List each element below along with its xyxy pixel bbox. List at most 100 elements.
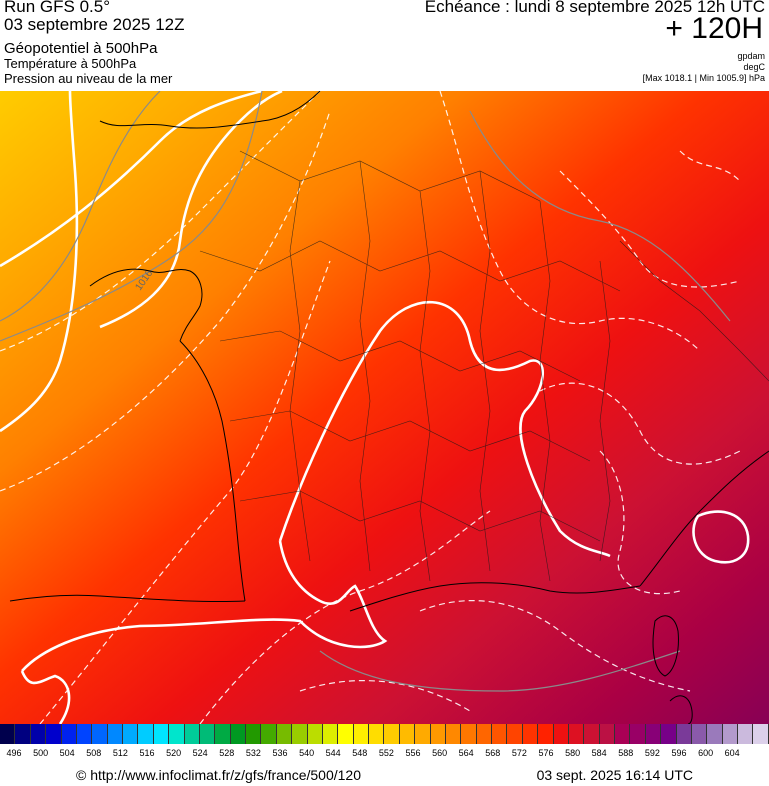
coastlines	[9, 91, 769, 724]
colorbar-cell	[30, 724, 47, 744]
colorbar-cell	[322, 724, 339, 744]
colorbar-cell	[399, 724, 416, 744]
colorbar-cell	[123, 724, 139, 744]
geopotential-contour	[692, 510, 750, 564]
colorbar-cell	[538, 724, 554, 744]
isotherm	[539, 382, 741, 465]
colorbar-cell	[215, 724, 231, 744]
isotherm	[679, 150, 741, 182]
colorbar-label: 596	[671, 748, 687, 758]
colorbar-cell	[738, 724, 754, 744]
atlantic-coast	[179, 340, 246, 602]
lead-time: + 120H	[665, 12, 763, 45]
colorbar-cell	[384, 724, 400, 744]
isobars	[0, 91, 731, 692]
colorbar-cell	[153, 724, 170, 744]
colorbar-label: 600	[698, 748, 714, 758]
colorbar-label: 540	[299, 748, 315, 758]
pressure-range: [Max 1018.1 | Min 1005.9] hPa	[642, 73, 765, 83]
colorbar-cell	[307, 724, 323, 744]
colorbar-label: 508	[86, 748, 102, 758]
colorbar-label: 584	[591, 748, 607, 758]
colorbar-cell	[707, 724, 723, 744]
colorbar-cell	[369, 724, 385, 744]
colorbar-cell	[445, 724, 462, 744]
colorbar-label: 516	[139, 748, 155, 758]
colorbar-cell	[276, 724, 293, 744]
isotherm	[599, 450, 681, 595]
colorbar-cell	[92, 724, 108, 744]
colorbar-label: 528	[219, 748, 235, 758]
isotherm	[299, 679, 471, 712]
england-coast	[99, 91, 321, 129]
geopotential-contour	[20, 670, 71, 724]
layer-temperature: Température à 500hPa	[4, 56, 137, 71]
colorbar-labels: 496 500 504 508 512 516 520 524 528 532 536 540 544 5…	[0, 748, 769, 762]
colorbar-cell	[338, 724, 354, 744]
isotherm	[0, 110, 331, 492]
colorbar-cell	[15, 724, 31, 744]
isobar	[469, 110, 731, 322]
run-title: Run GFS 0.5°	[4, 0, 111, 16]
forecast-map: 1016	[0, 91, 769, 724]
colorbar-cell	[753, 724, 769, 744]
spain-north-coast	[9, 594, 246, 603]
geopotential-contour	[278, 300, 611, 558]
colorbar-cell	[522, 724, 539, 744]
colorbar-label: 560	[432, 748, 448, 758]
geopotential-contour	[0, 91, 79, 433]
colorbar-label: 524	[192, 748, 208, 758]
sardinia	[669, 695, 693, 724]
colorbar-cell	[430, 724, 446, 744]
colorbar-cell	[0, 724, 16, 744]
geopotential-contour	[21, 540, 388, 672]
colorbar-cell	[169, 724, 185, 744]
layer-geopotential: Géopotentiel à 500hPa	[4, 40, 158, 57]
colorbar-cell	[722, 724, 738, 744]
valid-time: Echéance : lundi 8 septembre 2025 12h UT…	[424, 0, 765, 16]
isobar	[0, 91, 161, 322]
colorbar-label: 588	[618, 748, 634, 758]
colorbar-label: 572	[511, 748, 527, 758]
colorbar-label: 544	[325, 748, 341, 758]
colorbar-cell	[599, 724, 615, 744]
colorbar-label: 604	[724, 748, 740, 758]
colorbar-label: 556	[405, 748, 421, 758]
colorbar-label: 552	[378, 748, 394, 758]
colorbar-cell	[645, 724, 662, 744]
colorbar-label: 576	[538, 748, 554, 758]
colorbar-cell	[615, 724, 631, 744]
colorbar-label: 564	[458, 748, 474, 758]
isotherm	[199, 510, 491, 724]
colorbar-cell	[568, 724, 585, 744]
run-date: 03 septembre 2025 12Z	[4, 15, 185, 34]
geopotential-contours	[0, 91, 750, 724]
colorbar-label: 532	[245, 748, 261, 758]
italy-coast	[639, 450, 769, 587]
colorbar-label: 512	[112, 748, 128, 758]
colorbar-cell	[46, 724, 62, 744]
colorbar-cell	[476, 724, 492, 744]
colorbar-label: 580	[565, 748, 581, 758]
colorbar-label: 568	[485, 748, 501, 758]
layer-pressure: Pression au niveau de la mer	[4, 71, 173, 86]
mediterranean-coast	[349, 582, 641, 612]
colorbar-cell	[507, 724, 523, 744]
colorbar-cell	[415, 724, 431, 744]
isobar	[319, 650, 681, 692]
colorbar-cell	[107, 724, 123, 744]
colorbar-cell	[61, 724, 77, 744]
unit-geopotential: gpdam	[737, 51, 765, 61]
isotherm	[39, 260, 331, 724]
colorbar-cell	[261, 724, 277, 744]
geopotential-contour	[99, 91, 283, 329]
credit-url[interactable]: © http://www.infoclimat.fr/z/gfs/france/…	[76, 767, 361, 783]
colorbar-cell	[584, 724, 600, 744]
isobar	[0, 91, 263, 342]
colorbar-cell	[184, 724, 200, 744]
colorbar-cell	[492, 724, 508, 744]
colorbar-cell	[676, 724, 692, 744]
colorbar-cell	[691, 724, 708, 744]
colorbar-label: 496	[6, 748, 22, 758]
colorbar-label: 548	[352, 748, 368, 758]
